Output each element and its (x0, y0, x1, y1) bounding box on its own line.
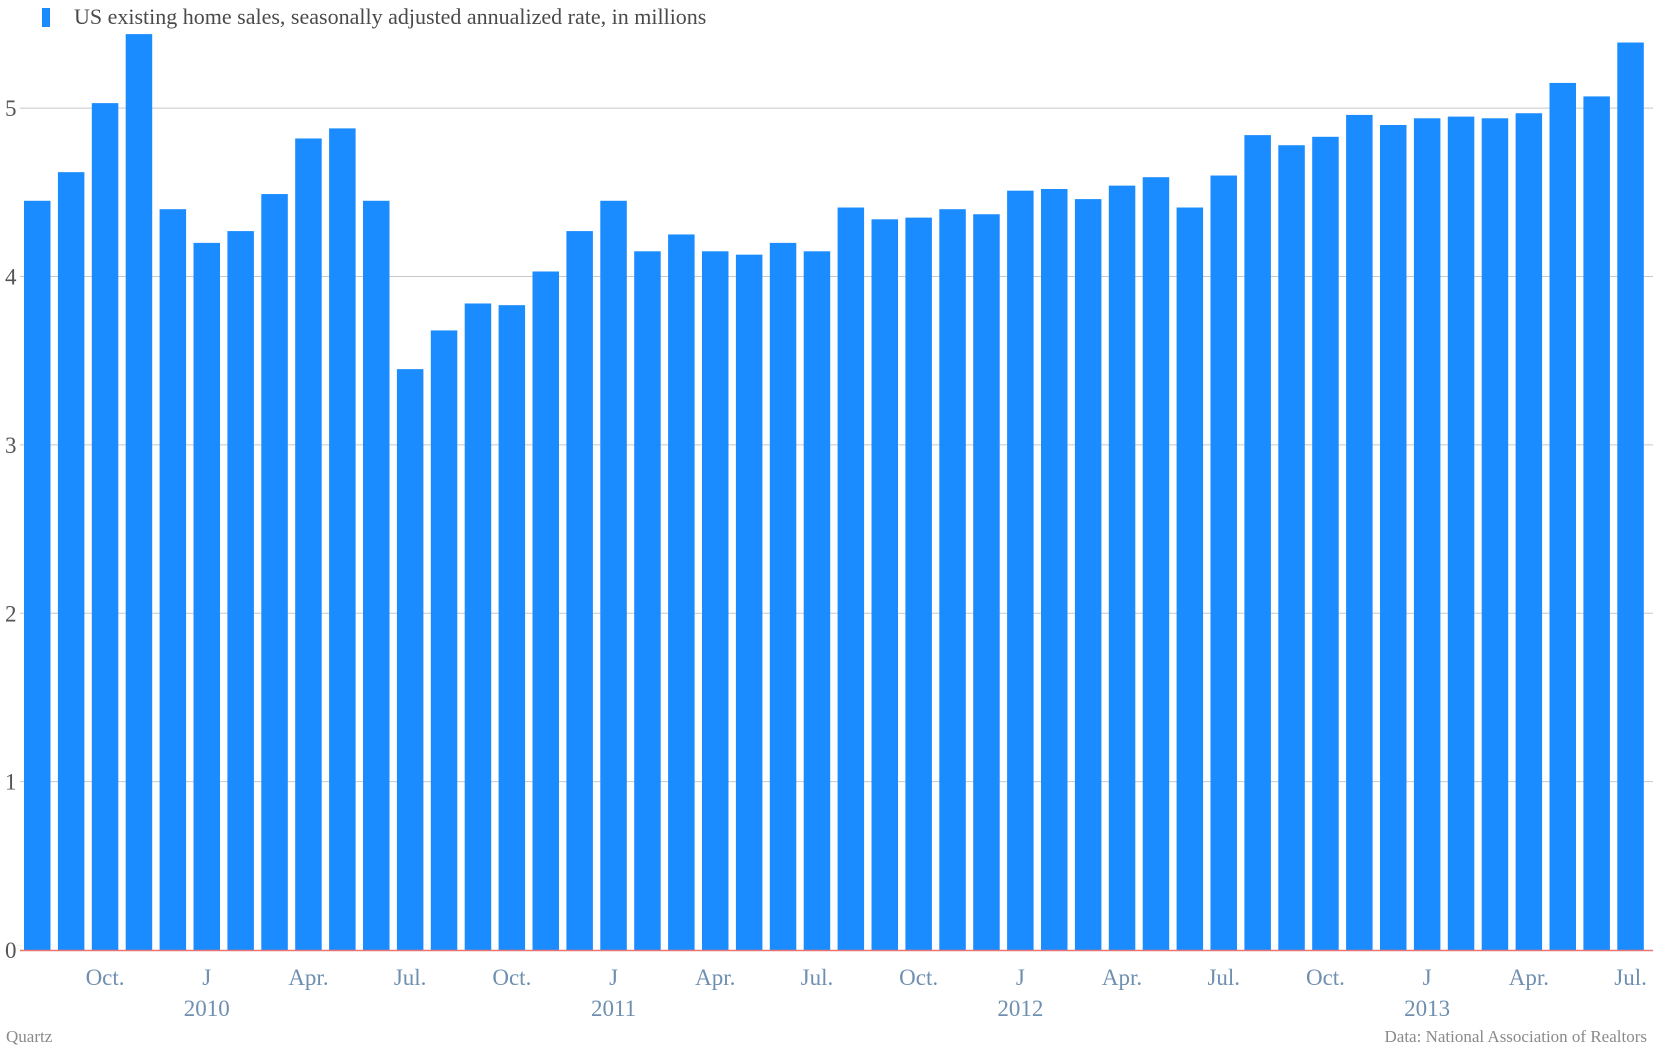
bar-2010-09 (464, 303, 492, 950)
bar-2011-10 (905, 217, 932, 951)
bar-2011-01 (600, 200, 627, 951)
x-tick-label: Jul. (801, 965, 834, 990)
bar-2010-05 (329, 128, 356, 951)
y-tick-label: 1 (5, 770, 17, 795)
bar-2010-11 (532, 271, 559, 951)
x-year-label-2012: 2012 (997, 996, 1043, 1021)
bar-2012-10 (1312, 136, 1339, 950)
bar-2013-02 (1447, 116, 1475, 951)
x-tick-label: Oct. (492, 965, 531, 990)
y-tick-label: 2 (5, 601, 17, 626)
bar-2013-01 (1413, 118, 1441, 951)
bar-2010-03 (261, 194, 288, 951)
bar-2010-04 (295, 138, 322, 950)
bar-2012-12 (1380, 125, 1407, 950)
x-tick-label: Jul. (1207, 965, 1240, 990)
bar-2009-10 (91, 103, 119, 950)
bar-2009-09 (57, 172, 85, 950)
bar-2012-09 (1278, 145, 1305, 951)
y-tick-label: 3 (5, 433, 17, 458)
bar-2013-07 (1617, 42, 1644, 950)
y-tick-label: 0 (5, 938, 17, 963)
bar-2012-03 (1074, 199, 1102, 951)
x-tick-label: Jul. (1614, 965, 1647, 990)
bar-2013-04 (1515, 113, 1543, 950)
y-tick-label: 5 (5, 96, 17, 121)
bar-2012-02 (1041, 188, 1068, 951)
x-tick-label: Oct. (899, 965, 938, 990)
x-tick-label: Oct. (86, 965, 125, 990)
bar-2011-03 (668, 234, 695, 951)
bar-2012-08 (1244, 135, 1271, 950)
bar-2012-06 (1176, 207, 1204, 950)
bar-2012-11 (1346, 114, 1373, 950)
bar-2013-06 (1583, 96, 1610, 950)
bar-2010-01 (193, 242, 220, 950)
x-tick-label: J (1016, 965, 1025, 990)
bar-2013-05 (1549, 82, 1576, 951)
x-tick-label: Jul. (394, 965, 427, 990)
bar-2011-04 (702, 251, 729, 951)
x-tick-label: Oct. (1306, 965, 1345, 990)
bar-2010-08 (430, 330, 458, 950)
bar-2011-06 (769, 242, 797, 950)
x-year-label-2011: 2011 (591, 996, 636, 1021)
bar-2009-12 (159, 209, 187, 950)
legend-label: US existing home sales, seasonally adjus… (74, 4, 707, 29)
bar-2011-05 (735, 254, 763, 950)
bar-2009-08 (24, 200, 51, 951)
x-tick-label: J (202, 965, 211, 990)
x-year-label-2013: 2013 (1404, 996, 1450, 1021)
bar-2011-08 (837, 207, 865, 950)
bar-2011-07 (803, 251, 831, 951)
x-tick-label: J (609, 965, 618, 990)
bar-2013-03 (1481, 118, 1509, 951)
legend-swatch (42, 7, 50, 27)
bar-2010-10 (498, 305, 526, 951)
bar-2011-02 (634, 251, 661, 951)
data-source: Data: National Association of Realtors (1384, 1027, 1648, 1046)
bar-2011-11 (939, 209, 966, 950)
x-tick-label: J (1423, 965, 1432, 990)
bar-2009-11 (125, 34, 153, 951)
x-tick-label: Apr. (288, 965, 328, 990)
bar-2010-07 (396, 369, 424, 950)
bar-2012-04 (1108, 185, 1136, 950)
bar-2012-01 (1007, 190, 1034, 950)
bar-2012-05 (1142, 177, 1170, 950)
bar-2010-02 (227, 231, 254, 950)
x-year-label-2010: 2010 (184, 996, 230, 1021)
bar-2010-06 (363, 200, 390, 951)
y-tick-label: 4 (5, 265, 17, 290)
x-tick-label: Apr. (695, 965, 735, 990)
bar-2011-09 (871, 219, 898, 950)
chart-legend: US existing home sales, seasonally adjus… (42, 4, 706, 30)
bar-2010-12 (566, 231, 593, 950)
x-tick-label: Apr. (1102, 965, 1142, 990)
credit-quartz: Quartz (6, 1027, 53, 1046)
bar-2011-12 (973, 214, 1000, 950)
x-tick-label: Apr. (1509, 965, 1549, 990)
bar-2012-07 (1210, 175, 1237, 950)
